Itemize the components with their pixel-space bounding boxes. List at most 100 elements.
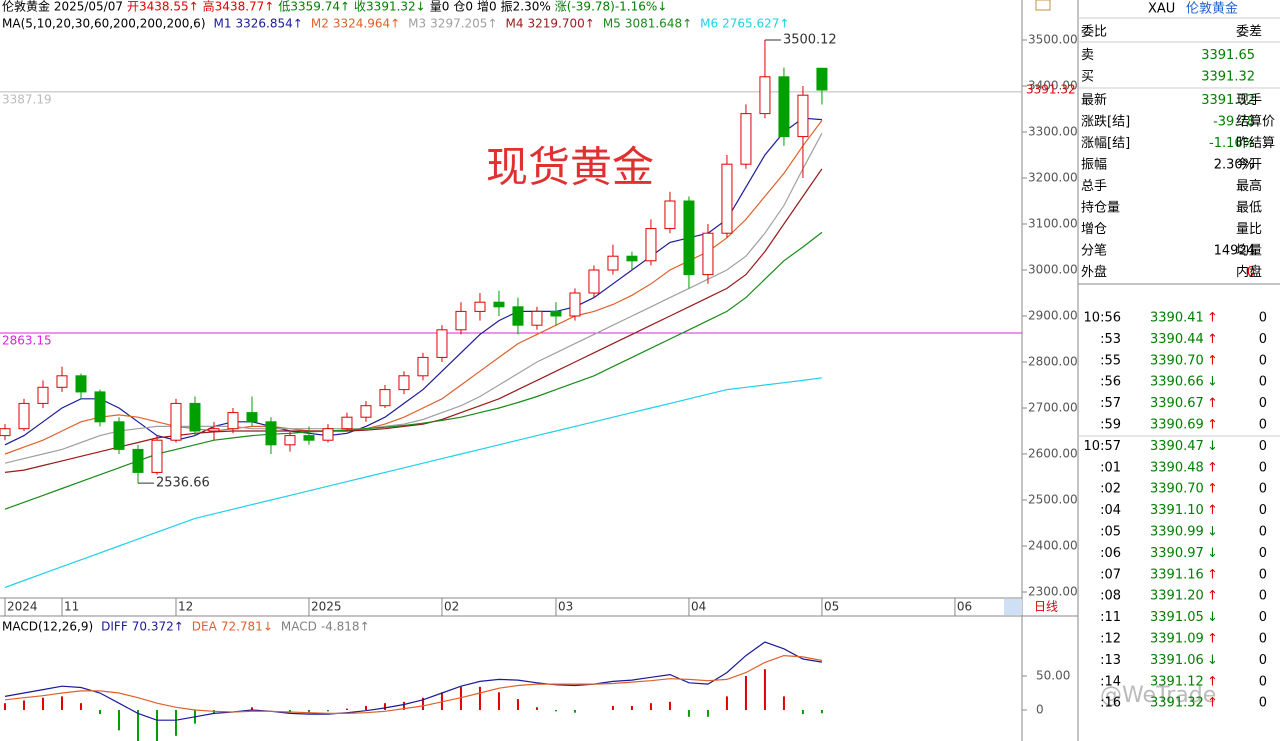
tick-time: :55 bbox=[1100, 353, 1121, 368]
x-tick-label: 03 bbox=[558, 600, 573, 614]
scroll-handle[interactable] bbox=[1004, 599, 1022, 615]
quote-value: 3391.32 bbox=[1201, 70, 1255, 85]
legend-legend_value: 3297.205 bbox=[430, 17, 487, 31]
legend-name: DEA bbox=[192, 620, 218, 634]
candle-body bbox=[645, 228, 657, 262]
ma-line bbox=[4, 377, 822, 588]
legend-name: M1 bbox=[214, 17, 232, 31]
quote-label: 分笔 bbox=[1081, 243, 1107, 259]
tick-arrow: ↓ bbox=[1207, 610, 1218, 625]
legend-legend_value: 72.781 bbox=[221, 620, 263, 634]
tick-price: 3391.20 bbox=[1150, 589, 1204, 604]
tick-arrow: ↑ bbox=[1207, 418, 1218, 433]
header-item: 涨(-39.78)-1.16%↓ bbox=[555, 0, 668, 14]
legend-name: M4 bbox=[506, 17, 524, 31]
y-tick-label: 3000.00 bbox=[1028, 263, 1078, 277]
legend-name: MACD bbox=[281, 620, 317, 634]
tick-time: :02 bbox=[1100, 482, 1121, 497]
header-item: 伦敦黄金 2025/05/07 bbox=[2, 0, 123, 14]
tick-price: 3390.48 bbox=[1150, 460, 1204, 475]
quote-value: 2.30% bbox=[1214, 158, 1255, 173]
candle-body bbox=[322, 428, 334, 441]
legend-name: M5 bbox=[603, 17, 621, 31]
header-item: 收3391.32↓ bbox=[354, 0, 426, 14]
symbol: XAU bbox=[1148, 2, 1175, 17]
x-tick-label: 06 bbox=[957, 600, 972, 614]
x-tick-label: 02 bbox=[444, 600, 459, 614]
x-tick-label: 2024 bbox=[7, 600, 38, 614]
quote-label-2: 均量 bbox=[1236, 244, 1262, 259]
tick-price: 3390.67 bbox=[1150, 396, 1204, 411]
legend-arrow: ↑ bbox=[487, 17, 497, 31]
candle-body bbox=[132, 448, 144, 473]
quote-value: 3391.65 bbox=[1201, 48, 1255, 63]
quote-label: 振幅 bbox=[1081, 158, 1107, 173]
tick-volume: 0 bbox=[1259, 353, 1267, 368]
tick-time: :07 bbox=[1100, 567, 1121, 582]
y-tick-label: 50.00 bbox=[1036, 668, 1070, 682]
quote-label-2: 最低 bbox=[1236, 201, 1262, 216]
macd-line bbox=[4, 641, 822, 721]
tick-arrow: ↓ bbox=[1207, 375, 1218, 390]
candle-body bbox=[0, 428, 11, 437]
legend-arrow: ↑ bbox=[682, 17, 692, 31]
legend-name: M6 bbox=[700, 17, 718, 31]
candle-body bbox=[113, 421, 125, 450]
tick-time: 10:57 bbox=[1084, 439, 1121, 454]
candle-body bbox=[360, 405, 372, 418]
tick-price: 3391.06 bbox=[1150, 653, 1204, 668]
tick-volume: 0 bbox=[1259, 311, 1267, 326]
period-label: 日线 bbox=[1034, 600, 1058, 614]
quote-value: 3391.32 bbox=[1201, 93, 1255, 108]
candle-body bbox=[189, 402, 201, 432]
quote-label: 涨幅[结] bbox=[1081, 136, 1130, 151]
tick-volume: 0 bbox=[1259, 396, 1267, 411]
tick-price: 3390.70 bbox=[1150, 353, 1204, 368]
tick-price: 3391.09 bbox=[1150, 632, 1204, 647]
tick-price: 3390.44 bbox=[1150, 332, 1204, 347]
y-tick-label: 0 bbox=[1036, 702, 1044, 716]
candle-body bbox=[683, 200, 695, 276]
tick-volume: 0 bbox=[1259, 696, 1267, 711]
quote-label-2: 量比 bbox=[1236, 222, 1262, 237]
tick-volume: 0 bbox=[1259, 632, 1267, 647]
candle-body bbox=[436, 329, 448, 358]
candle-body bbox=[797, 94, 809, 138]
tick-arrow: ↑ bbox=[1207, 632, 1218, 647]
tick-arrow: ↑ bbox=[1207, 332, 1218, 347]
legend-arrow: ↑ bbox=[779, 17, 789, 31]
header-item: 仓0 bbox=[453, 0, 473, 14]
quote-label: 增仓 bbox=[1081, 222, 1107, 237]
candle-body bbox=[816, 67, 828, 91]
y-tick-label: 2700.00 bbox=[1028, 401, 1078, 415]
tick-arrow: ↑ bbox=[1207, 567, 1218, 582]
legend-arrow: ↑ bbox=[585, 17, 595, 31]
tick-volume: 0 bbox=[1259, 653, 1267, 668]
tick-volume: 0 bbox=[1259, 525, 1267, 540]
tick-volume: 0 bbox=[1259, 589, 1267, 604]
tick-time: :53 bbox=[1100, 332, 1121, 347]
candle-body bbox=[759, 76, 771, 115]
tick-arrow: ↓ bbox=[1207, 653, 1218, 668]
tick-time: :56 bbox=[1100, 375, 1121, 390]
legend-legend_value: 3324.964 bbox=[333, 17, 390, 31]
quote-value: -1.16% bbox=[1209, 136, 1255, 151]
candle-body bbox=[208, 428, 220, 432]
tick-arrow: ↓ bbox=[1207, 525, 1218, 540]
quote-label: 涨跌[结] bbox=[1081, 114, 1130, 130]
quote-value: 14924 bbox=[1214, 244, 1255, 259]
y-tick-label: 2500.00 bbox=[1028, 493, 1078, 507]
quote-value: 0 bbox=[1247, 265, 1255, 280]
legend-name: M2 bbox=[311, 17, 329, 31]
tick-time: :05 bbox=[1100, 525, 1121, 540]
watermark: @WeTrade bbox=[1100, 683, 1216, 708]
tick-time: :16 bbox=[1100, 696, 1121, 711]
panel-icon[interactable] bbox=[1035, 0, 1051, 11]
candle-body bbox=[303, 435, 315, 441]
candle-body bbox=[75, 375, 87, 393]
legend-name: M3 bbox=[408, 17, 426, 31]
candle-body bbox=[588, 269, 600, 294]
legend-name: DIFF bbox=[101, 620, 128, 634]
tick-volume: 0 bbox=[1259, 546, 1267, 561]
